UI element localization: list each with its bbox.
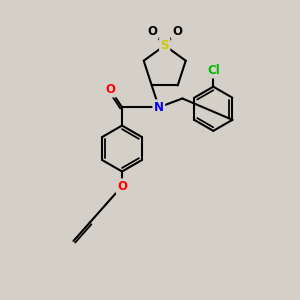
Text: O: O [147,25,158,38]
Text: N: N [154,101,164,114]
Text: O: O [105,83,115,96]
Text: O: O [117,180,127,193]
Text: Cl: Cl [207,64,220,77]
Text: S: S [160,39,169,52]
Text: O: O [172,25,182,38]
